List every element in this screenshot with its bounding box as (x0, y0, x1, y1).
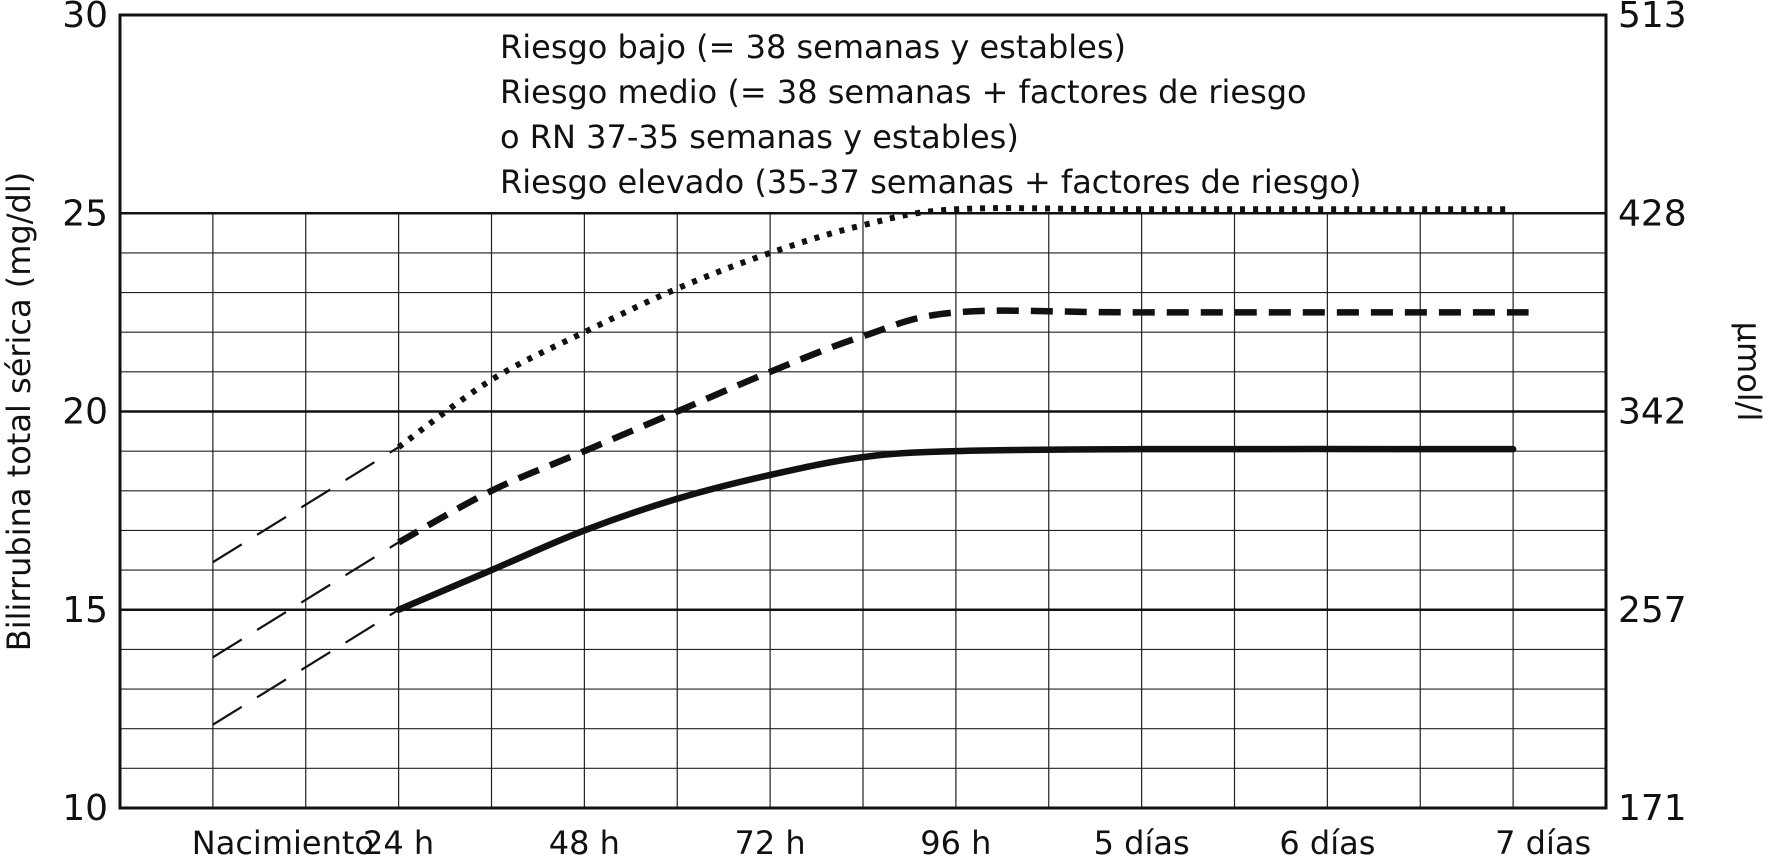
legend-line-3: o RN 37-35 semanas y estables) (500, 118, 1019, 156)
series-extrapolation-1 (212, 608, 400, 726)
x-tick-label: 6 días (1279, 824, 1375, 856)
right-axis-ticks: 171 257 342 428 513 (1618, 0, 1687, 829)
y-axis-title-right: µmol/l (1730, 322, 1766, 422)
y-tick-label-right: 513 (1618, 0, 1687, 36)
minor-gridlines (120, 213, 1606, 808)
y-tick-label-left: 30 (62, 0, 108, 36)
series-layer (212, 205, 1529, 726)
series-line-dotted (396, 205, 1514, 450)
y-tick-label-left: 20 (62, 392, 108, 433)
series-line-solid (395, 445, 1517, 613)
y-tick-label-right: 171 (1618, 788, 1687, 829)
legend: Riesgo bajo (= 38 semanas y estables) Rie… (500, 28, 1361, 201)
legend-line-4: Riesgo elevado (35-37 semanas + factores… (500, 163, 1361, 201)
legend-line-1: Riesgo bajo (= 38 semanas y estables) (500, 28, 1126, 66)
x-tick-label: 96 h (920, 824, 991, 856)
legend-area (122, 17, 1604, 212)
x-tick-label: 7 días (1495, 824, 1591, 856)
y-axis-title-left: Bilirrubina total sérica (mg/dl) (0, 172, 38, 651)
series-extrapolation-2 (212, 541, 400, 659)
x-tick-label: 5 días (1094, 824, 1190, 856)
legend-background (122, 17, 1604, 212)
y-tick-label-right: 342 (1618, 392, 1687, 433)
x-tick-label: 72 h (735, 824, 806, 856)
series-extrapolation-3 (212, 446, 400, 564)
major-gridlines (120, 212, 1606, 611)
series-line-dashed (397, 307, 1529, 546)
left-axis-ticks: 10 15 20 25 30 (62, 0, 108, 829)
y-tick-label-left: 25 (62, 193, 108, 234)
x-tick-label: 48 h (549, 824, 620, 856)
y-tick-label-left: 10 (62, 788, 108, 829)
x-tick-label: 24 h (363, 824, 434, 856)
x-tick-label: Nacimiento (192, 824, 374, 856)
y-tick-label-right: 257 (1618, 590, 1687, 631)
legend-line-2: Riesgo medio (= 38 semanas + factores de… (500, 73, 1307, 111)
y-tick-label-right: 428 (1618, 193, 1687, 234)
plot-frame (118, 13, 1608, 810)
y-tick-label-left: 15 (62, 590, 108, 631)
